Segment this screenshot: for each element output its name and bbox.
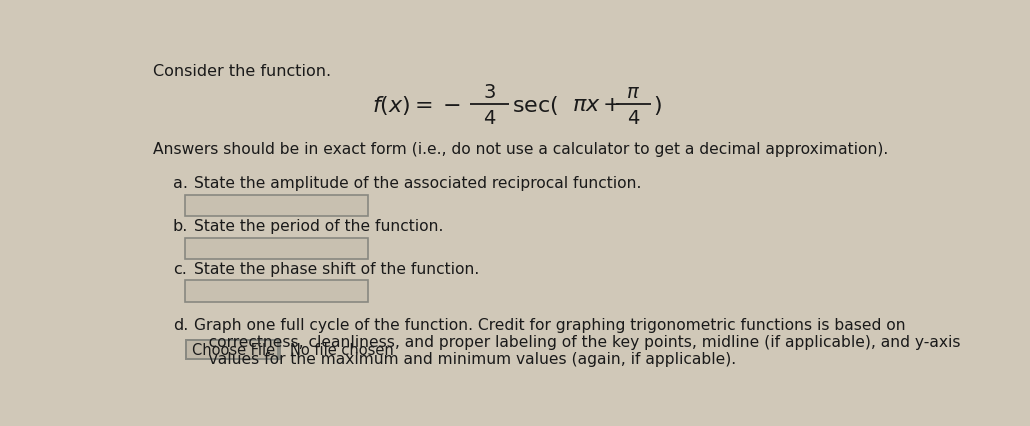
Text: State the period of the function.: State the period of the function. [195,219,444,233]
Text: b.: b. [173,219,188,233]
Text: Answers should be in exact form (i.e., do not use a calculator to get a decimal : Answers should be in exact form (i.e., d… [152,141,888,156]
FancyBboxPatch shape [184,238,369,259]
Text: $\pi x+$: $\pi x+$ [572,95,621,115]
Text: $)$: $)$ [653,94,662,117]
Text: Graph one full cycle of the function. Credit for graphing trigonometric function: Graph one full cycle of the function. Cr… [195,317,961,366]
Text: State the phase shift of the function.: State the phase shift of the function. [195,261,479,276]
Text: $\mathrm{sec}($: $\mathrm{sec}($ [512,94,558,117]
Text: c.: c. [173,261,186,276]
FancyBboxPatch shape [184,196,369,217]
Text: $3$: $3$ [483,83,496,101]
Text: No file chosen: No file chosen [290,342,393,357]
FancyBboxPatch shape [186,340,280,359]
Text: $4$: $4$ [483,109,496,128]
Text: $4$: $4$ [626,109,640,128]
Text: a.: a. [173,176,187,191]
FancyBboxPatch shape [184,281,369,302]
Text: Consider the function.: Consider the function. [152,64,331,79]
Text: Choose File: Choose File [192,342,275,357]
Text: State the amplitude of the associated reciprocal function.: State the amplitude of the associated re… [195,176,642,191]
Text: $f(x)=-$: $f(x)=-$ [372,94,460,117]
Text: d.: d. [173,317,188,332]
Text: $\pi$: $\pi$ [626,83,641,101]
